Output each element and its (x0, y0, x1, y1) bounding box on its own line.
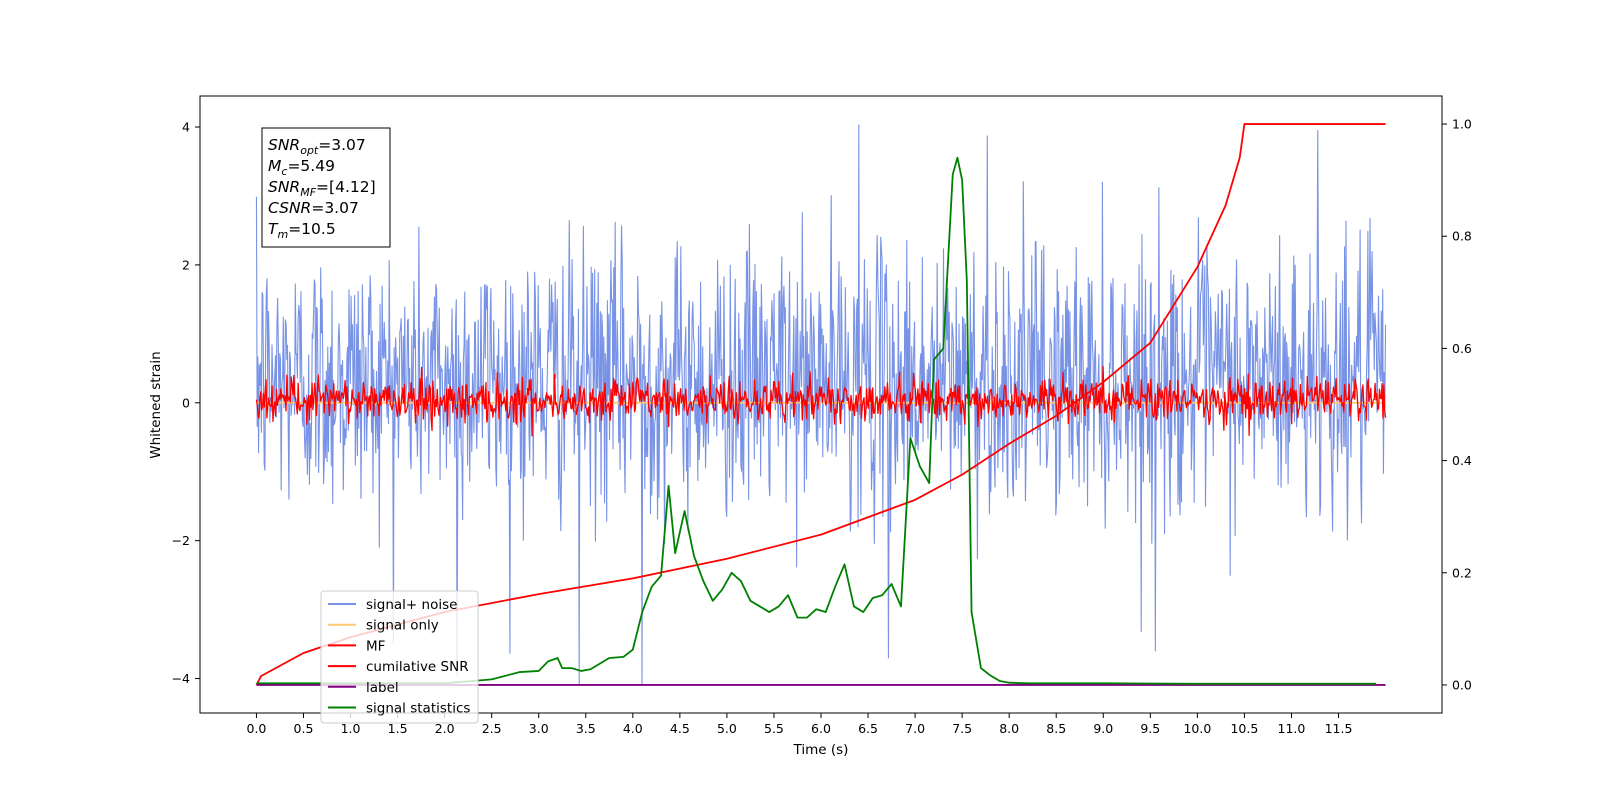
x-tick-label: 1.0 (341, 721, 361, 736)
legend-label: signal only (366, 618, 439, 634)
stats-line: Mc=5.49 (268, 157, 335, 178)
y-right-tick-label: 0.6 (1452, 341, 1472, 356)
stats-line: CSNR=3.07 (268, 199, 359, 217)
x-tick-label: 4.5 (670, 721, 690, 736)
x-tick-label: 9.0 (1093, 721, 1113, 736)
x-tick-label: 9.5 (1140, 721, 1160, 736)
series-line-2 (255, 365, 1387, 437)
x-tick-label: 8.5 (1046, 721, 1066, 736)
x-tick-label: 10.5 (1230, 721, 1258, 736)
x-tick-label: 8.0 (999, 721, 1019, 736)
x-tick-label: 3.0 (529, 721, 549, 736)
y-left-tick-label: −4 (172, 671, 190, 686)
stats-line: SNRMF=[4.12] (268, 178, 376, 199)
y-right-tick-label: 1.0 (1452, 117, 1472, 132)
legend-label: signal+ noise (366, 597, 457, 613)
series-line-5 (256, 156, 1377, 685)
y-axis-right: 0.0 0.2 0.4 0.6 0.8 1.0 (1442, 117, 1472, 692)
x-axis: 0.0 0.5 1.0 1.5 2.0 2.5 3.0 3.5 4.0 4.5 5.0 5.5 6.0 6… (247, 713, 1353, 736)
stats-line: SNRopt=3.07 (268, 136, 366, 157)
legend-frame (320, 590, 479, 724)
y-left-tick-label: 0 (182, 395, 190, 410)
x-tick-label: 7.0 (905, 721, 925, 736)
stats-line: Tm=10.5 (268, 220, 336, 241)
x-tick-label: 3.5 (576, 721, 596, 736)
legend-label: cumilative SNR (366, 659, 469, 675)
x-tick-label: 7.5 (952, 721, 972, 736)
y-right-tick-label: 0.0 (1452, 677, 1472, 692)
x-tick-label: 10.0 (1183, 721, 1211, 736)
y-axis-label: Whitened strain (148, 351, 164, 458)
y-axis-left: −4 −2 0 2 4 (172, 120, 200, 686)
x-tick-label: 0.5 (294, 721, 314, 736)
x-tick-label: 5.5 (764, 721, 784, 736)
x-tick-label: 4.0 (623, 721, 643, 736)
x-tick-label: 6.0 (811, 721, 831, 736)
y-right-tick-label: 0.4 (1452, 453, 1472, 468)
x-tick-label: 0.0 (247, 721, 267, 736)
x-tick-label: 2.0 (435, 721, 455, 736)
stats-box-frame (261, 127, 391, 248)
y-left-tick-label: 4 (182, 120, 190, 135)
legend: signal+ noise signal only MF cumilative SNR… (320, 590, 479, 724)
x-tick-label: 11.5 (1325, 721, 1353, 736)
x-tick-label: 5.0 (717, 721, 737, 736)
legend-label: signal statistics (366, 701, 470, 717)
x-tick-label: 6.5 (858, 721, 878, 736)
legend-label: label (366, 680, 399, 696)
y-right-tick-label: 0.2 (1452, 565, 1472, 580)
x-axis-label: Time (s) (793, 742, 849, 758)
x-tick-label: 1.5 (388, 721, 408, 736)
legend-label: MF (366, 638, 385, 654)
series-line-0 (255, 124, 1387, 686)
y-left-tick-label: 2 (182, 257, 190, 272)
y-right-tick-label: 0.8 (1452, 229, 1472, 244)
y-left-tick-label: −2 (172, 533, 190, 548)
x-tick-label: 11.0 (1278, 721, 1306, 736)
x-tick-label: 2.5 (482, 721, 502, 736)
